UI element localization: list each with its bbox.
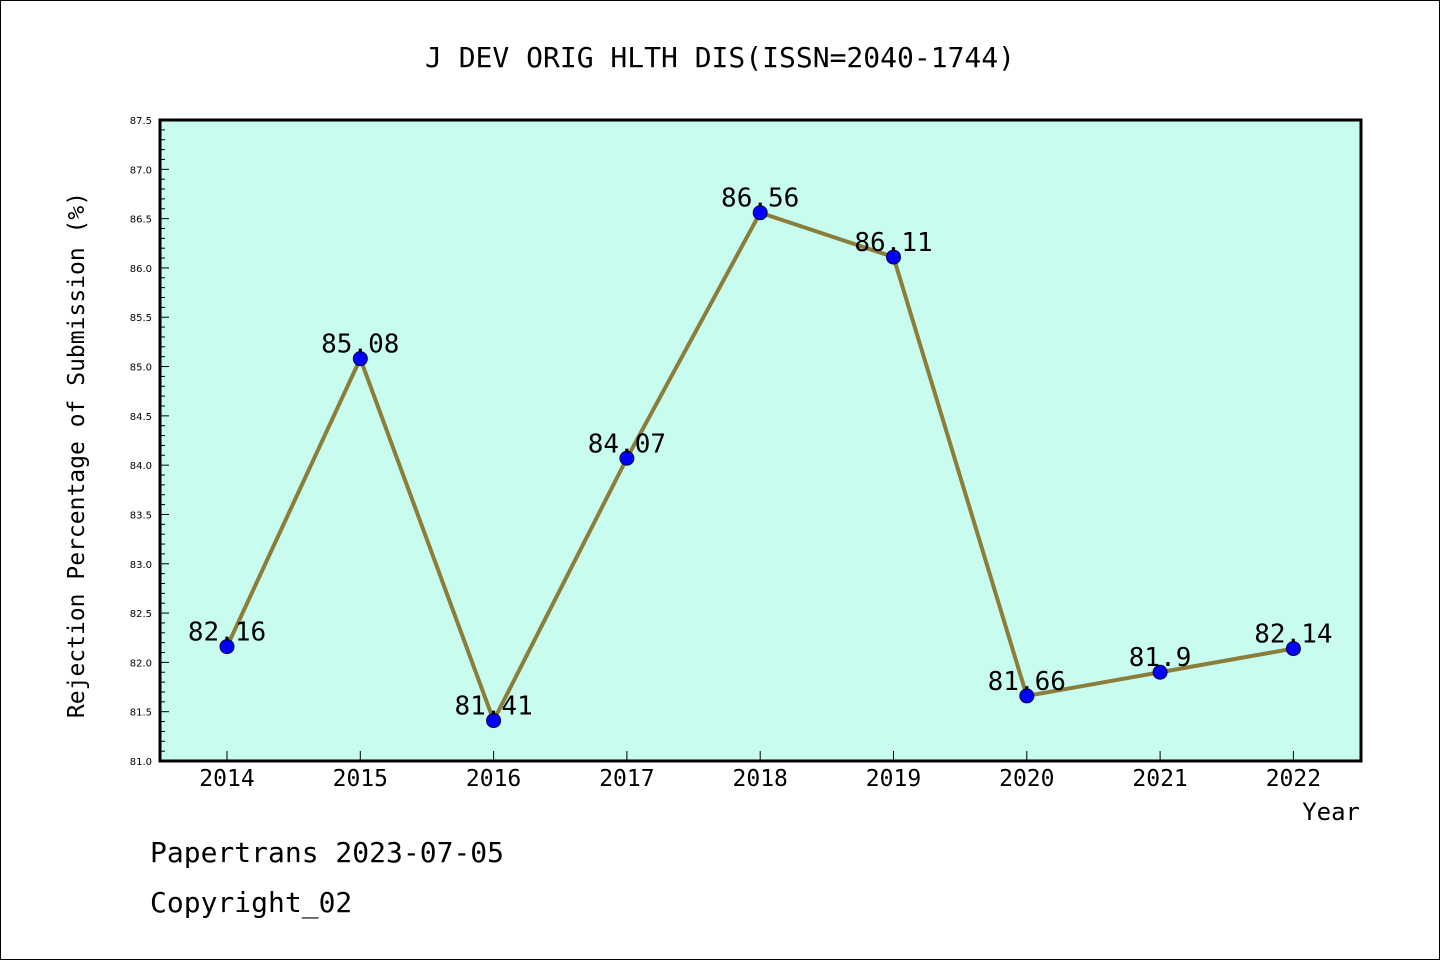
y-tick-label: 83.0 bbox=[130, 560, 152, 571]
x-tick-label: 2014 bbox=[199, 766, 254, 792]
x-tick-label: 2017 bbox=[599, 766, 654, 792]
x-tick-label: 2018 bbox=[733, 766, 788, 792]
x-axis: 2014 2015 2016 2017 2018 2019 2020 2021 2022 bbox=[199, 751, 1321, 792]
data-label: 81.41 bbox=[454, 692, 532, 722]
data-label: 81.66 bbox=[988, 667, 1066, 697]
y-tick-label: 86.0 bbox=[130, 264, 152, 275]
data-point bbox=[1152, 664, 1168, 680]
data-label: 82.14 bbox=[1254, 620, 1332, 650]
data-label: 81.9 bbox=[1129, 643, 1192, 673]
footer-copyright-text: Copyright_02 bbox=[150, 886, 353, 919]
data-point bbox=[619, 450, 635, 466]
x-tick-label: 2020 bbox=[999, 766, 1054, 792]
data-point bbox=[219, 639, 235, 655]
x-tick-label: 2016 bbox=[466, 766, 521, 792]
y-axis-title: Rejection Percentage of Submission (%) bbox=[64, 192, 90, 718]
chart-title: J DEV ORIG HLTH DIS(ISSN=2040-1744) bbox=[425, 41, 1015, 74]
x-tick-label: 2021 bbox=[1132, 766, 1187, 792]
data-label: 82.16 bbox=[188, 618, 266, 648]
x-tick-label: 2022 bbox=[1266, 766, 1321, 792]
data-point bbox=[752, 205, 768, 221]
x-tick-label: 2015 bbox=[333, 766, 388, 792]
footer-date-text: Papertrans 2023-07-05 bbox=[150, 836, 505, 869]
data-point bbox=[1285, 641, 1301, 657]
plot-area bbox=[158, 118, 1363, 763]
x-axis-title: Year bbox=[1302, 798, 1360, 826]
y-tick-label: 82.5 bbox=[130, 609, 152, 620]
y-tick-label: 84.0 bbox=[130, 461, 152, 472]
data-label: 84.07 bbox=[588, 429, 666, 459]
data-point bbox=[486, 713, 502, 729]
y-tick-label: 82.0 bbox=[130, 658, 152, 669]
data-label: 86.11 bbox=[854, 228, 932, 258]
y-tick-label: 85.5 bbox=[130, 313, 152, 324]
data-label: 85.08 bbox=[321, 330, 399, 360]
y-tick-label: 87.0 bbox=[130, 165, 152, 176]
data-point bbox=[352, 351, 368, 367]
y-tick-label: 81.0 bbox=[130, 757, 152, 768]
series-group bbox=[219, 205, 1301, 729]
y-tick-label: 85.0 bbox=[130, 363, 152, 374]
y-tick-label: 84.5 bbox=[130, 412, 152, 423]
data-label: 86.56 bbox=[721, 184, 799, 214]
y-tick-label: 81.5 bbox=[130, 708, 152, 719]
data-label-group: 82.16 85.08 81.41 84.07 86.56 86.11 81.66 81.9 8… bbox=[188, 184, 1333, 722]
y-tick-label: 83.5 bbox=[130, 510, 152, 521]
data-point bbox=[886, 249, 901, 265]
y-tick-label: 87.5 bbox=[130, 116, 152, 127]
y-tick-label: 86.5 bbox=[130, 215, 152, 226]
y-axis: 81.0 81.5 82.0 82.5 83.0 83.5 84.0 84.5 85.0 85.5… bbox=[130, 116, 169, 768]
x-tick-label: 2019 bbox=[866, 766, 921, 792]
data-point bbox=[1019, 688, 1035, 704]
